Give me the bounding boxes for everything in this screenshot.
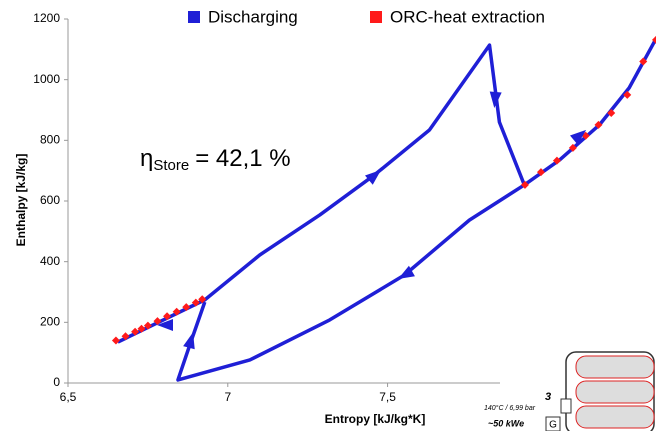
marker — [143, 321, 152, 330]
direction-arrow — [365, 169, 382, 185]
y-tick-label: 400 — [40, 254, 60, 268]
generator: G — [549, 420, 557, 431]
marker — [607, 109, 616, 118]
tank — [575, 405, 655, 429]
x-tick-label: 7,5 — [379, 390, 396, 404]
marker — [131, 327, 140, 336]
valve — [560, 398, 572, 414]
x-tick-label: 7 — [224, 390, 231, 404]
generator-box — [545, 416, 561, 431]
tank — [575, 355, 655, 379]
x-tick-label: 6,5 — [60, 390, 77, 404]
annotation-subscript: Store — [153, 157, 189, 174]
legend-label: ORC-heat extraction — [390, 7, 545, 26]
marker — [652, 35, 656, 44]
marker — [121, 332, 130, 341]
inset-stage: 3 — [545, 391, 551, 403]
marker — [182, 303, 191, 312]
legend-swatch — [188, 11, 200, 23]
marker — [568, 143, 577, 152]
direction-arrow — [183, 332, 195, 350]
marker — [163, 312, 172, 321]
y-axis-label: Enthalpy [kJ/kg] — [14, 154, 28, 247]
marker — [623, 90, 632, 99]
y-tick-label: 1200 — [33, 11, 60, 25]
annotation: ηStore = 42,1 % — [140, 145, 291, 174]
marker — [191, 298, 200, 307]
marker — [536, 168, 545, 177]
direction-arrow — [398, 265, 415, 279]
legend-swatch — [370, 11, 382, 23]
inset-condition: 140°C / 6,99 bar — [484, 404, 536, 412]
marker — [137, 324, 146, 333]
marker — [639, 57, 648, 66]
marker — [594, 120, 603, 129]
y-tick-label: 600 — [40, 193, 60, 207]
direction-arrow — [489, 91, 502, 108]
marker — [520, 180, 529, 189]
annotation-symbol: η — [140, 145, 153, 172]
y-tick-label: 1000 — [33, 72, 60, 86]
marker — [153, 317, 162, 326]
inset: G 3 140°C / 6,99 bar ~50 kWe — [484, 351, 655, 431]
y-tick-label: 200 — [40, 315, 60, 329]
legend-label: Discharging — [208, 7, 298, 26]
annotation-text: = 42,1 % — [195, 145, 290, 172]
tank — [575, 380, 655, 404]
series-line — [117, 39, 656, 382]
y-tick-label: 800 — [40, 133, 60, 147]
inset-power: ~50 kWe — [488, 418, 524, 428]
x-axis-label: Entropy [kJ/kg*K] — [325, 412, 426, 426]
marker — [111, 336, 120, 345]
direction-arrow — [157, 319, 173, 331]
marker — [198, 295, 207, 304]
marker — [552, 156, 561, 165]
y-tick-label: 0 — [53, 375, 60, 389]
direction-arrow — [570, 129, 587, 145]
marker — [172, 307, 181, 316]
